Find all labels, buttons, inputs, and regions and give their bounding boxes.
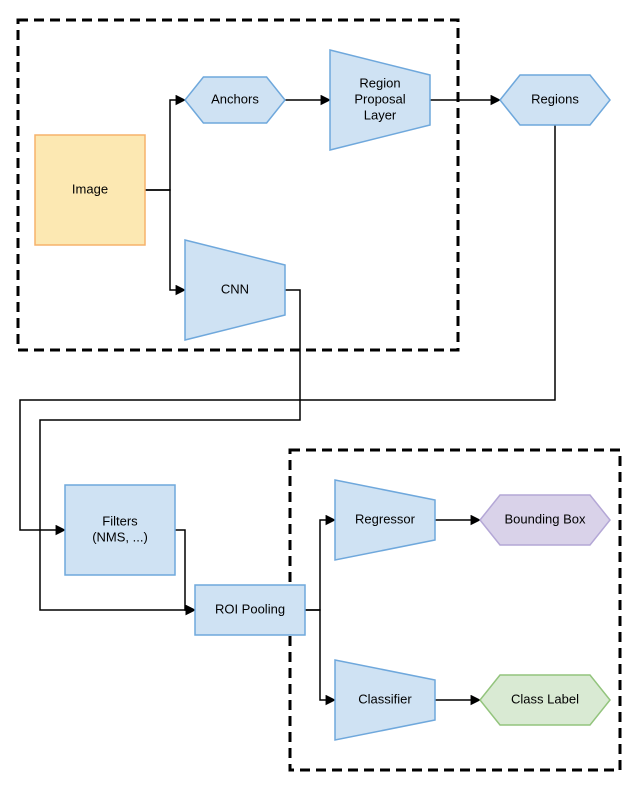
- node-classifier: Classifier: [335, 660, 435, 740]
- node-rpl-label-2: Layer: [364, 107, 397, 122]
- edge-6: [175, 530, 195, 610]
- edge-3: [145, 190, 185, 290]
- edge-8: [305, 610, 335, 700]
- node-cnn: CNN: [185, 240, 285, 340]
- node-anchors: Anchors: [185, 77, 285, 123]
- node-regions: Regions: [500, 75, 610, 125]
- edge-7: [305, 520, 335, 610]
- edge-0: [145, 100, 185, 190]
- node-filters: Filters(NMS, ...): [65, 485, 175, 575]
- node-classifier-label-0: Classifier: [358, 691, 412, 706]
- node-image-label-0: Image: [72, 181, 108, 196]
- node-clabel-label-0: Class Label: [511, 691, 579, 706]
- node-rpl-label-1: Proposal: [354, 91, 405, 106]
- node-cnn-label-0: CNN: [221, 281, 249, 296]
- node-image: Image: [35, 135, 145, 245]
- node-filters-label-1: (NMS, ...): [92, 529, 148, 544]
- node-filters-label-0: Filters: [102, 513, 138, 528]
- node-roi: ROI Pooling: [195, 585, 305, 635]
- node-bbox-label-0: Bounding Box: [505, 511, 586, 526]
- node-roi-label-0: ROI Pooling: [215, 601, 285, 616]
- node-rpl-label-0: Region: [359, 75, 400, 90]
- node-regressor: Regressor: [335, 480, 435, 560]
- node-anchors-label-0: Anchors: [211, 91, 259, 106]
- node-clabel: Class Label: [480, 675, 610, 725]
- node-rpl: RegionProposalLayer: [330, 50, 430, 150]
- node-bbox: Bounding Box: [480, 495, 610, 545]
- node-regressor-label-0: Regressor: [355, 511, 416, 526]
- node-regions-label-0: Regions: [531, 91, 579, 106]
